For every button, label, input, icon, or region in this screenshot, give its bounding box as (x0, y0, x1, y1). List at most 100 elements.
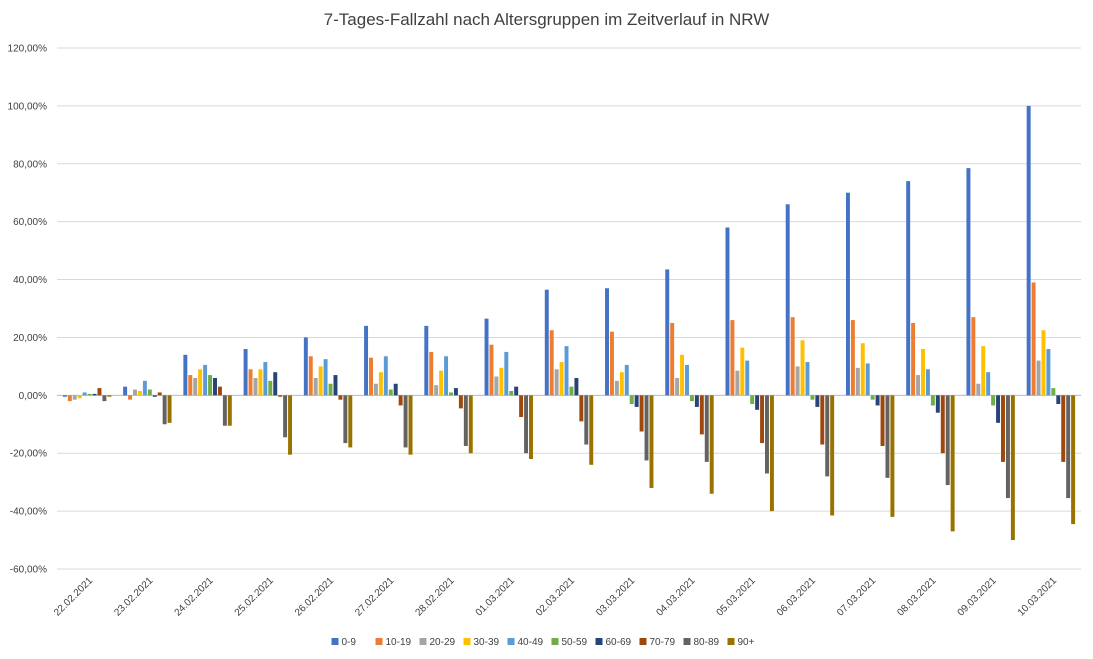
bar-40-49-28.02.2021 (444, 356, 449, 396)
bar-20-29-28.02.2021 (434, 385, 439, 396)
bar-20-29-05.03.2021 (735, 370, 740, 396)
bar-30-39-10.03.2021 (1041, 330, 1046, 396)
legend-label: 10-19 (386, 637, 412, 648)
x-tick-label: 25.02.2021 (233, 575, 276, 618)
bar-80-89-08.03.2021 (945, 395, 950, 486)
bar-50-59-06.03.2021 (810, 395, 815, 400)
y-tick-label: 40,00% (13, 275, 47, 286)
bar-90+-08.03.2021 (950, 395, 955, 532)
bar-20-29-09.03.2021 (976, 383, 981, 396)
bar-10-19-03.03.2021 (609, 331, 614, 396)
bar-10-19-27.02.2021 (369, 357, 373, 396)
bar-40-49-08.03.2021 (925, 369, 930, 396)
bar-50-59-07.03.2021 (870, 395, 875, 400)
bar-60-69-04.03.2021 (694, 395, 699, 407)
bar-20-29-26.02.2021 (313, 377, 318, 396)
legend-label: 90+ (738, 637, 755, 648)
bar-70-79-10.03.2021 (1061, 395, 1066, 462)
bar-20-29-25.02.2021 (253, 377, 258, 396)
x-tick-label: 26.02.2021 (293, 575, 336, 618)
bar-10-19-25.02.2021 (248, 369, 253, 396)
legend-swatch (551, 638, 559, 645)
bar-10-19-26.02.2021 (308, 356, 313, 396)
x-tick-label: 24.02.2021 (173, 575, 216, 618)
bar-0-9-07.03.2021 (845, 192, 850, 396)
bar-0-9-06.03.2021 (785, 204, 790, 396)
bar-40-49-01.03.2021 (504, 351, 509, 396)
bar-30-39-25.02.2021 (258, 369, 263, 396)
bar-10-19-05.03.2021 (730, 320, 735, 396)
bar-80-89-25.02.2021 (283, 395, 288, 438)
bar-0-9-05.03.2021 (725, 227, 730, 396)
bar-90+-04.03.2021 (709, 395, 714, 494)
bar-30-39-24.02.2021 (198, 369, 203, 396)
bar-60-69-10.03.2021 (1056, 395, 1061, 405)
bars (62, 105, 1076, 541)
y-tick-label: 20,00% (13, 333, 47, 344)
bar-0-9-27.02.2021 (364, 325, 369, 396)
bar-60-69-27.02.2021 (393, 383, 398, 396)
bar-80-89-01.03.2021 (524, 395, 529, 454)
bar-40-49-09.03.2021 (986, 372, 991, 396)
y-tick-label: 120,00% (8, 44, 48, 55)
bar-30-39-01.03.2021 (499, 367, 504, 396)
bar-40-49-04.03.2021 (685, 364, 689, 396)
y-tick-label: 100,00% (8, 101, 48, 112)
bar-60-69-07.03.2021 (875, 395, 880, 406)
bar-10-19-08.03.2021 (911, 322, 916, 396)
y-axis-ticks: -60,00% -40,00% -20,00% 0,00% 20,00% 40,00% 60… (8, 44, 48, 576)
bar-40-49-27.02.2021 (383, 356, 388, 396)
x-tick-label: 09.03.2021 (956, 575, 999, 618)
bar-60-69-02.03.2021 (574, 377, 579, 396)
bar-90+-22.02.2021 (107, 395, 112, 397)
bar-30-39-09.03.2021 (981, 346, 986, 396)
legend-item-80-89: 80-89 (683, 637, 720, 648)
bar-30-39-06.03.2021 (800, 340, 805, 396)
chart-title: 7-Tages-Fallzahl nach Altersgruppen im Z… (323, 10, 770, 29)
bar-50-59-24.02.2021 (208, 375, 213, 396)
x-tick-label: 08.03.2021 (895, 575, 938, 618)
bar-0-9-08.03.2021 (906, 181, 911, 396)
bar-80-89-24.02.2021 (222, 395, 227, 426)
bar-10-19-24.02.2021 (188, 375, 193, 396)
bar-40-49-22.02.2021 (82, 392, 87, 396)
bar-40-49-23.02.2021 (142, 380, 147, 396)
x-tick-label: 28.02.2021 (413, 575, 456, 618)
bar-70-79-09.03.2021 (1001, 395, 1005, 462)
bar-80-89-27.02.2021 (403, 395, 408, 448)
bar-40-49-24.02.2021 (203, 364, 208, 396)
bar-90+-28.02.2021 (468, 395, 473, 454)
bar-40-49-06.03.2021 (805, 362, 810, 396)
bar-20-29-04.03.2021 (675, 377, 680, 396)
legend: 0-9 10-19 20-29 30-39 40-49 50-59 60-69 70-79 80… (331, 637, 755, 648)
bar-60-69-26.02.2021 (333, 375, 338, 396)
bar-0-9-03.03.2021 (605, 288, 609, 396)
legend-item-10-19: 10-19 (375, 637, 412, 648)
bar-70-79-27.02.2021 (398, 395, 403, 406)
bar-10-19-04.03.2021 (670, 322, 675, 396)
x-axis-ticks: 22.02.2021 23.02.2021 24.02.2021 25.02.2021… (52, 575, 1059, 618)
bar-70-79-28.02.2021 (458, 395, 463, 409)
gridlines (57, 47, 1081, 570)
bar-50-59-02.03.2021 (569, 386, 574, 396)
bar-20-29-07.03.2021 (855, 367, 860, 396)
x-tick-label: 01.03.2021 (474, 575, 517, 618)
bar-90+-07.03.2021 (890, 395, 895, 517)
bar-90+-26.02.2021 (348, 395, 353, 448)
x-tick-label: 23.02.2021 (112, 575, 155, 618)
bar-80-89-07.03.2021 (885, 395, 890, 478)
bar-90+-25.02.2021 (288, 395, 293, 455)
bar-50-59-25.02.2021 (268, 380, 273, 396)
x-tick-label: 06.03.2021 (775, 575, 818, 618)
legend-swatch (507, 638, 515, 645)
bar-70-79-01.03.2021 (519, 395, 524, 418)
bar-90+-05.03.2021 (769, 395, 774, 512)
x-tick-label: 10.03.2021 (1016, 575, 1059, 618)
bar-40-49-07.03.2021 (865, 363, 870, 396)
bar-60-69-09.03.2021 (996, 395, 1001, 423)
bar-20-29-02.03.2021 (554, 369, 559, 396)
bar-0-9-25.02.2021 (243, 349, 248, 396)
bar-20-29-27.02.2021 (373, 383, 378, 396)
bar-10-19-09.03.2021 (971, 317, 976, 396)
bar-10-19-10.03.2021 (1031, 282, 1036, 396)
